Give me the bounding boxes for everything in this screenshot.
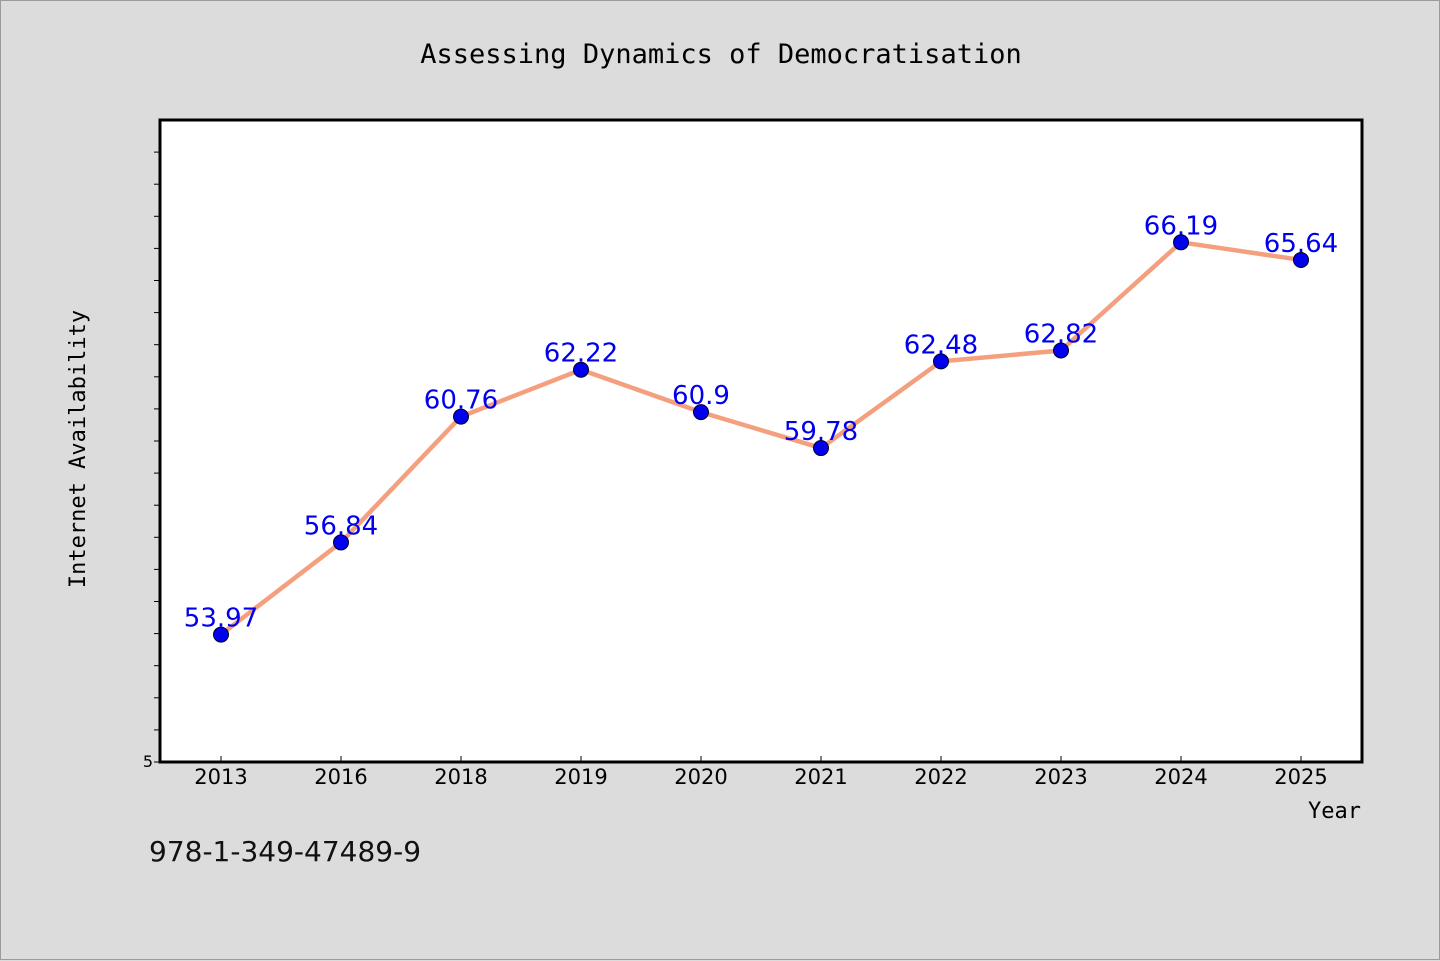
x-tick-label: 2019 [554, 765, 607, 789]
x-tick-label: 2024 [1154, 765, 1207, 789]
data-point [333, 534, 349, 551]
x-tick-label: 2022 [914, 765, 967, 789]
data-point [1053, 342, 1069, 359]
data-label: 53.97 [184, 604, 258, 634]
data-label: 66.19 [1144, 211, 1218, 241]
data-label: 62.22 [544, 339, 618, 369]
data-label: 56.84 [304, 511, 378, 541]
series-line [219, 240, 1302, 637]
x-tick-label: 2013 [194, 765, 247, 789]
x-tick-label: 2020 [674, 765, 727, 789]
y-axis-label: Internet Availability [66, 310, 91, 588]
data-point [213, 626, 229, 643]
x-axis-ticks: 2013 2016 2018 2019 2020 2021 2022 2023 2024 2025 [194, 756, 1328, 789]
data-label: 65.64 [1264, 229, 1338, 259]
data-point [573, 361, 589, 378]
data-point [813, 440, 829, 457]
data-label: 62.48 [904, 330, 978, 360]
series-layer: 53.97 56.84 60.76 62.22 60.9 59.78 62.48 62.82 6… [184, 211, 1338, 643]
data-point [933, 353, 949, 370]
data-point [693, 404, 709, 421]
x-tick-label: 2025 [1274, 765, 1327, 789]
data-label: 60.76 [424, 386, 498, 416]
x-tick-label: 2016 [314, 765, 367, 789]
data-label: 60.9 [672, 381, 730, 411]
data-point [453, 408, 469, 425]
data-label: 59.78 [784, 417, 858, 447]
plot-area [158, 118, 1364, 764]
data-point [1293, 251, 1309, 268]
x-tick-label: 2018 [434, 765, 487, 789]
chart-title: Assessing Dynamics of Democratisation [420, 39, 1021, 70]
y-tick-label: 5 [143, 752, 153, 771]
isbn-text: 978-1-349-47489-9 [149, 835, 422, 868]
y-axis-ticks [154, 151, 160, 763]
x-tick-label: 2023 [1034, 765, 1087, 789]
x-axis-label: Year [1308, 799, 1361, 824]
x-tick-label: 2021 [794, 765, 847, 789]
data-point [1173, 234, 1189, 251]
data-label: 62.82 [1024, 319, 1098, 349]
